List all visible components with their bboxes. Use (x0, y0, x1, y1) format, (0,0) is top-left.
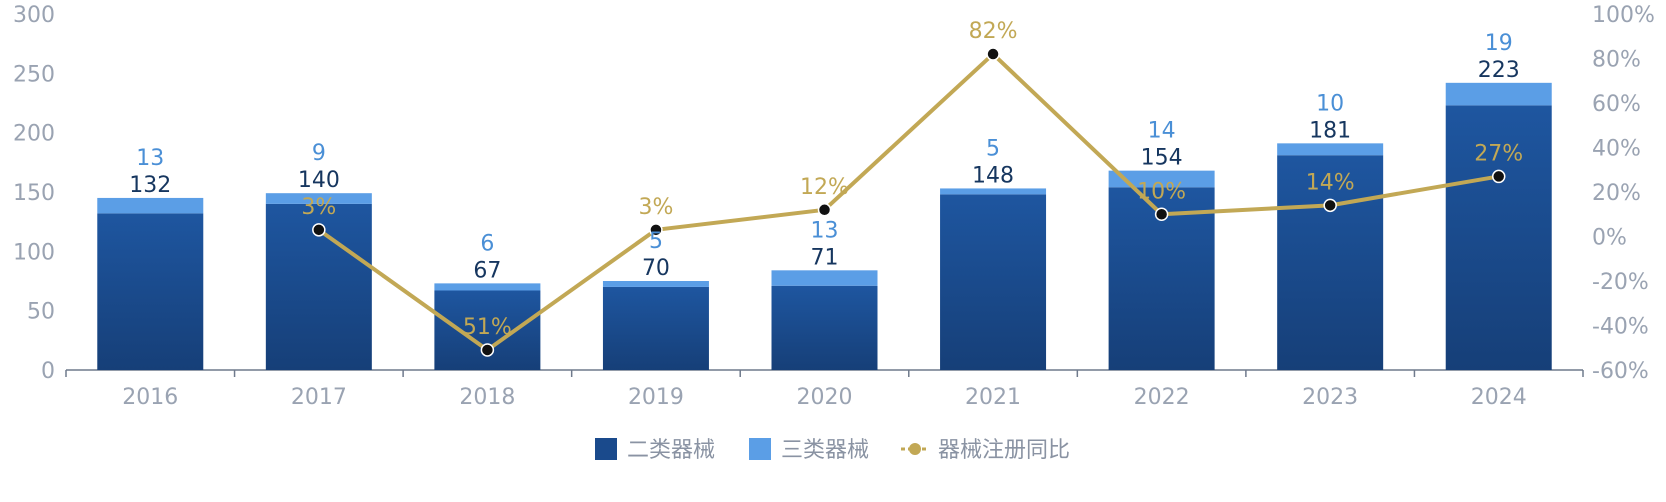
data-label-器械注册同比: 12% (800, 175, 849, 200)
data-label-三类器械: 13 (136, 146, 164, 171)
x-tick-label: 2021 (965, 385, 1021, 410)
data-label-二类器械: 71 (811, 245, 839, 270)
bar-二类器械 (1277, 155, 1384, 370)
data-label-器械注册同比: 10% (1137, 179, 1186, 204)
line-point (1491, 169, 1506, 184)
bar-三类器械 (265, 193, 372, 204)
bar-二类器械 (771, 285, 878, 370)
bar-二类器械 (940, 194, 1047, 370)
y-tick-label: 200 (13, 122, 55, 147)
data-label-三类器械: 10 (1316, 91, 1344, 116)
data-label-三类器械: 19 (1485, 31, 1513, 56)
data-label-二类器械: 132 (129, 173, 171, 198)
data-label-二类器械: 148 (972, 163, 1014, 188)
data-label-三类器械: 5 (986, 136, 1000, 161)
line-point (480, 343, 495, 357)
yoy-line (312, 47, 1506, 357)
y2-tick-label: 60% (1592, 92, 1641, 117)
line-point (312, 223, 326, 237)
bar-三类器械 (1445, 82, 1552, 106)
bar-三类器械 (602, 281, 709, 287)
y2-tick-label: -20% (1592, 270, 1649, 295)
line-point (1323, 198, 1337, 213)
x-tick-label: 2024 (1471, 385, 1527, 410)
bar-二类器械 (434, 290, 541, 370)
bar-三类器械 (1108, 170, 1215, 188)
bar-二类器械 (97, 213, 204, 370)
legend-swatch-二类器械 (595, 438, 617, 460)
y-tick-label: 150 (13, 181, 55, 206)
data-label-器械注册同比: 14% (1306, 170, 1355, 195)
y-tick-label: 50 (27, 300, 55, 325)
bar-三类器械 (1277, 143, 1384, 156)
data-label-二类器械: 140 (298, 168, 340, 193)
legend: 二类器械 三类器械 器械注册同比 (595, 438, 1070, 463)
y-tick-label: 100 (13, 240, 55, 265)
bar-三类器械 (97, 197, 204, 214)
data-label-器械注册同比: 51% (463, 315, 512, 340)
bar-二类器械 (602, 286, 709, 370)
y2-tick-label: -40% (1592, 315, 1649, 340)
line-point (817, 203, 832, 217)
data-label-三类器械: 14 (1148, 119, 1176, 144)
data-label-二类器械: 181 (1309, 118, 1351, 143)
data-label-器械注册同比: 3% (301, 195, 336, 220)
line-point (649, 223, 663, 237)
y2-tick-label: 20% (1592, 181, 1641, 206)
bar-三类器械 (434, 283, 541, 291)
legend-label: 二类器械 (627, 438, 715, 463)
line-point (1154, 207, 1169, 221)
x-tick-label: 2020 (797, 385, 853, 410)
data-label-二类器械: 154 (1141, 146, 1183, 171)
bars (97, 82, 1552, 370)
bar-二类器械 (1445, 105, 1552, 370)
data-label-二类器械: 67 (473, 258, 501, 283)
legend-marker-器械注册同比 (909, 443, 921, 455)
bar-三类器械 (940, 188, 1047, 195)
x-tick-label: 2023 (1302, 385, 1358, 410)
y-tick-label: 250 (13, 62, 55, 87)
y2-tick-label: 0% (1592, 226, 1627, 251)
data-label-器械注册同比: 27% (1474, 141, 1523, 166)
data-label-器械注册同比: 82% (969, 19, 1018, 44)
data-label-器械注册同比: 3% (638, 195, 673, 220)
line-point (986, 47, 1000, 61)
x-tick-label: 2018 (459, 385, 515, 410)
data-label-二类器械: 70 (642, 256, 670, 281)
y2-tick-label: 40% (1592, 137, 1641, 162)
x-tick-label: 2022 (1134, 385, 1190, 410)
y-tick-label: 0 (41, 359, 55, 384)
legend-label: 三类器械 (781, 438, 869, 463)
data-label-三类器械: 13 (811, 218, 839, 243)
data-label-三类器械: 9 (312, 141, 326, 166)
y2-tick-label: 100% (1592, 3, 1655, 28)
x-tick-label: 2016 (122, 385, 178, 410)
y-tick-label: 300 (13, 3, 55, 28)
data-label-二类器械: 223 (1478, 58, 1520, 83)
data-label-三类器械: 6 (480, 231, 494, 256)
data-label-三类器械: 5 (649, 229, 663, 254)
bar-三类器械 (771, 270, 878, 286)
y2-tick-label: -60% (1592, 359, 1649, 384)
legend-label: 器械注册同比 (938, 438, 1070, 463)
legend-swatch-三类器械 (749, 438, 771, 460)
x-tick-label: 2019 (628, 385, 684, 410)
series-line-器械注册同比 (317, 52, 1500, 352)
y2-tick-label: 80% (1592, 48, 1641, 73)
x-tick-label: 2017 (291, 385, 347, 410)
